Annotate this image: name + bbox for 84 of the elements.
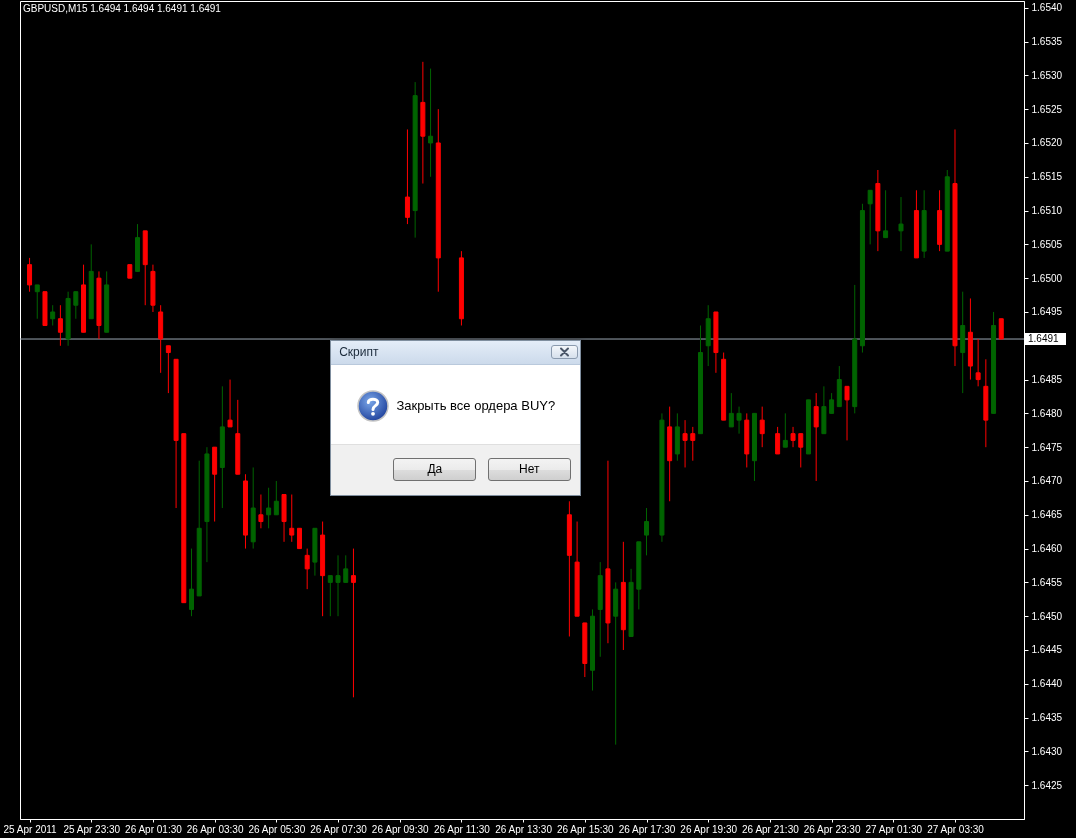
candlestick [296,527,302,550]
candlestick [327,575,333,617]
y-tick-label: 1.6525 [1031,103,1063,115]
candlestick [798,433,804,468]
x-tick-label: 26 Apr 07:30 [310,823,368,835]
x-tick-label: 26 Apr 09:30 [371,823,430,835]
candlestick [644,507,650,556]
x-tick-label: 26 Apr 13:30 [495,823,553,835]
candlestick [975,338,981,387]
candlestick [57,304,63,347]
y-tick-label: 1.6510 [1031,205,1063,217]
y-tick-label: 1.6470 [1031,475,1063,487]
candlestick [690,426,696,462]
y-tick-label: 1.6495 [1031,306,1063,318]
x-tick-label: 26 Apr 23:30 [803,823,861,835]
x-tick-label: 25 Apr 23:30 [63,823,121,835]
button: Нет [487,457,571,481]
chart-title: GBPUSD,M15 1.6494 1.6494 1.6491 1.6491 [23,3,222,14]
candlestick [844,385,850,441]
candlestick [335,554,341,617]
x-tick-label: 26 Apr 11:30 [433,823,491,835]
annotation: Скрипт [339,343,379,361]
candlestick [790,426,796,448]
y-tick-label: 1.6465 [1031,509,1063,521]
candlestick [189,548,194,617]
x-tick-label: 26 Apr 05:30 [248,823,306,835]
annotation: Закрыть все ордера BUY? [396,397,556,414]
y-tick-label: 1.6460 [1031,543,1063,555]
y-tick-label: 1.6445 [1031,644,1063,656]
ref-line-label: 1.6491 [1028,333,1060,345]
candlestick [50,304,56,326]
x-tick-label: 27 Apr 03:30 [927,823,985,835]
x-tick-label: 26 Apr 19:30 [680,823,738,835]
candlestick [266,487,272,529]
candlestick [27,257,33,293]
x-tick-label: 26 Apr 03:30 [186,823,244,835]
candlestick [759,406,765,448]
x-tick-label: 26 Apr 21:30 [742,823,800,835]
x-tick-label: 27 Apr 01:30 [865,823,923,835]
candlestick [343,554,349,583]
candlestick [883,189,889,239]
candlestick [898,196,904,252]
candlestick [736,406,742,435]
candlestick [682,419,688,468]
candlestick [304,548,310,590]
y-tick-label: 1.6440 [1031,678,1063,690]
button: Да [393,457,477,481]
y-tick-label: 1.6485 [1031,374,1063,386]
y-tick-label: 1.6540 [1031,2,1063,14]
y-tick-label: 1.6480 [1031,407,1063,419]
y-tick-label: 1.6450 [1031,610,1063,622]
candlestick [289,494,295,543]
y-tick-label: 1.6430 [1031,745,1063,757]
y-tick-label: 1.6455 [1031,576,1063,588]
y-tick-label: 1.6505 [1031,238,1063,250]
candlestick [34,284,40,320]
candlestick [867,189,873,245]
candlestick [273,480,279,516]
candlestick [227,379,233,428]
candlestick [775,426,781,455]
y-tick-label: 1.6520 [1031,137,1063,149]
candlestick [258,494,264,529]
y-tick-label: 1.6475 [1031,441,1063,453]
y-tick-label: 1.6435 [1031,712,1063,724]
y-tick-label: 1.6535 [1031,36,1063,48]
x-tick-label: 25 Apr 2011 [3,823,58,835]
candlestick [813,392,819,482]
candlestick [165,345,171,394]
candlestick [728,392,734,428]
x-tick-label: 26 Apr 17:30 [618,823,676,835]
candlestick [998,318,1004,340]
candlestick [428,68,434,178]
candlestick [73,291,79,320]
candlestick [829,392,835,414]
y-tick-label: 1.6530 [1031,69,1063,81]
x-tick-label: 26 Apr 15:30 [556,823,615,835]
y-tick-label: 1.6500 [1031,272,1063,284]
dialog: Скрипт Закрыть все ордера BUY? Да Нет [330,339,582,497]
candlestick [350,548,356,698]
candlestick [404,128,410,225]
y-tick-label: 1.6515 [1031,171,1063,183]
y-tick-label: 1.6425 [1031,779,1063,791]
x-tick-label: 26 Apr 01:30 [125,823,183,835]
candlestick [782,412,788,448]
